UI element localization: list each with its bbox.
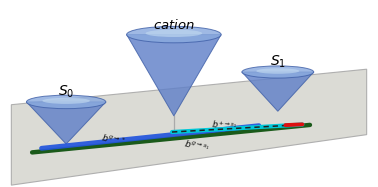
Polygon shape	[127, 35, 221, 116]
Ellipse shape	[42, 98, 90, 104]
Ellipse shape	[242, 66, 314, 78]
Text: $b^{g\rightarrow *}$: $b^{g\rightarrow *}$	[100, 131, 127, 149]
Ellipse shape	[26, 95, 106, 109]
Polygon shape	[242, 72, 314, 111]
Ellipse shape	[146, 30, 202, 37]
Text: $b^{+\rightarrow s_1}$: $b^{+\rightarrow s_1}$	[211, 118, 239, 132]
Text: $S_0$: $S_0$	[58, 83, 74, 100]
Text: $b^{g\rightarrow s_1}$: $b^{g\rightarrow s_1}$	[183, 138, 211, 155]
Polygon shape	[26, 102, 106, 144]
Ellipse shape	[256, 68, 299, 74]
Text: $\mathit{cation}$: $\mathit{cation}$	[153, 18, 195, 32]
Ellipse shape	[127, 26, 221, 43]
Text: $S_1$: $S_1$	[270, 53, 286, 70]
Polygon shape	[11, 69, 367, 185]
